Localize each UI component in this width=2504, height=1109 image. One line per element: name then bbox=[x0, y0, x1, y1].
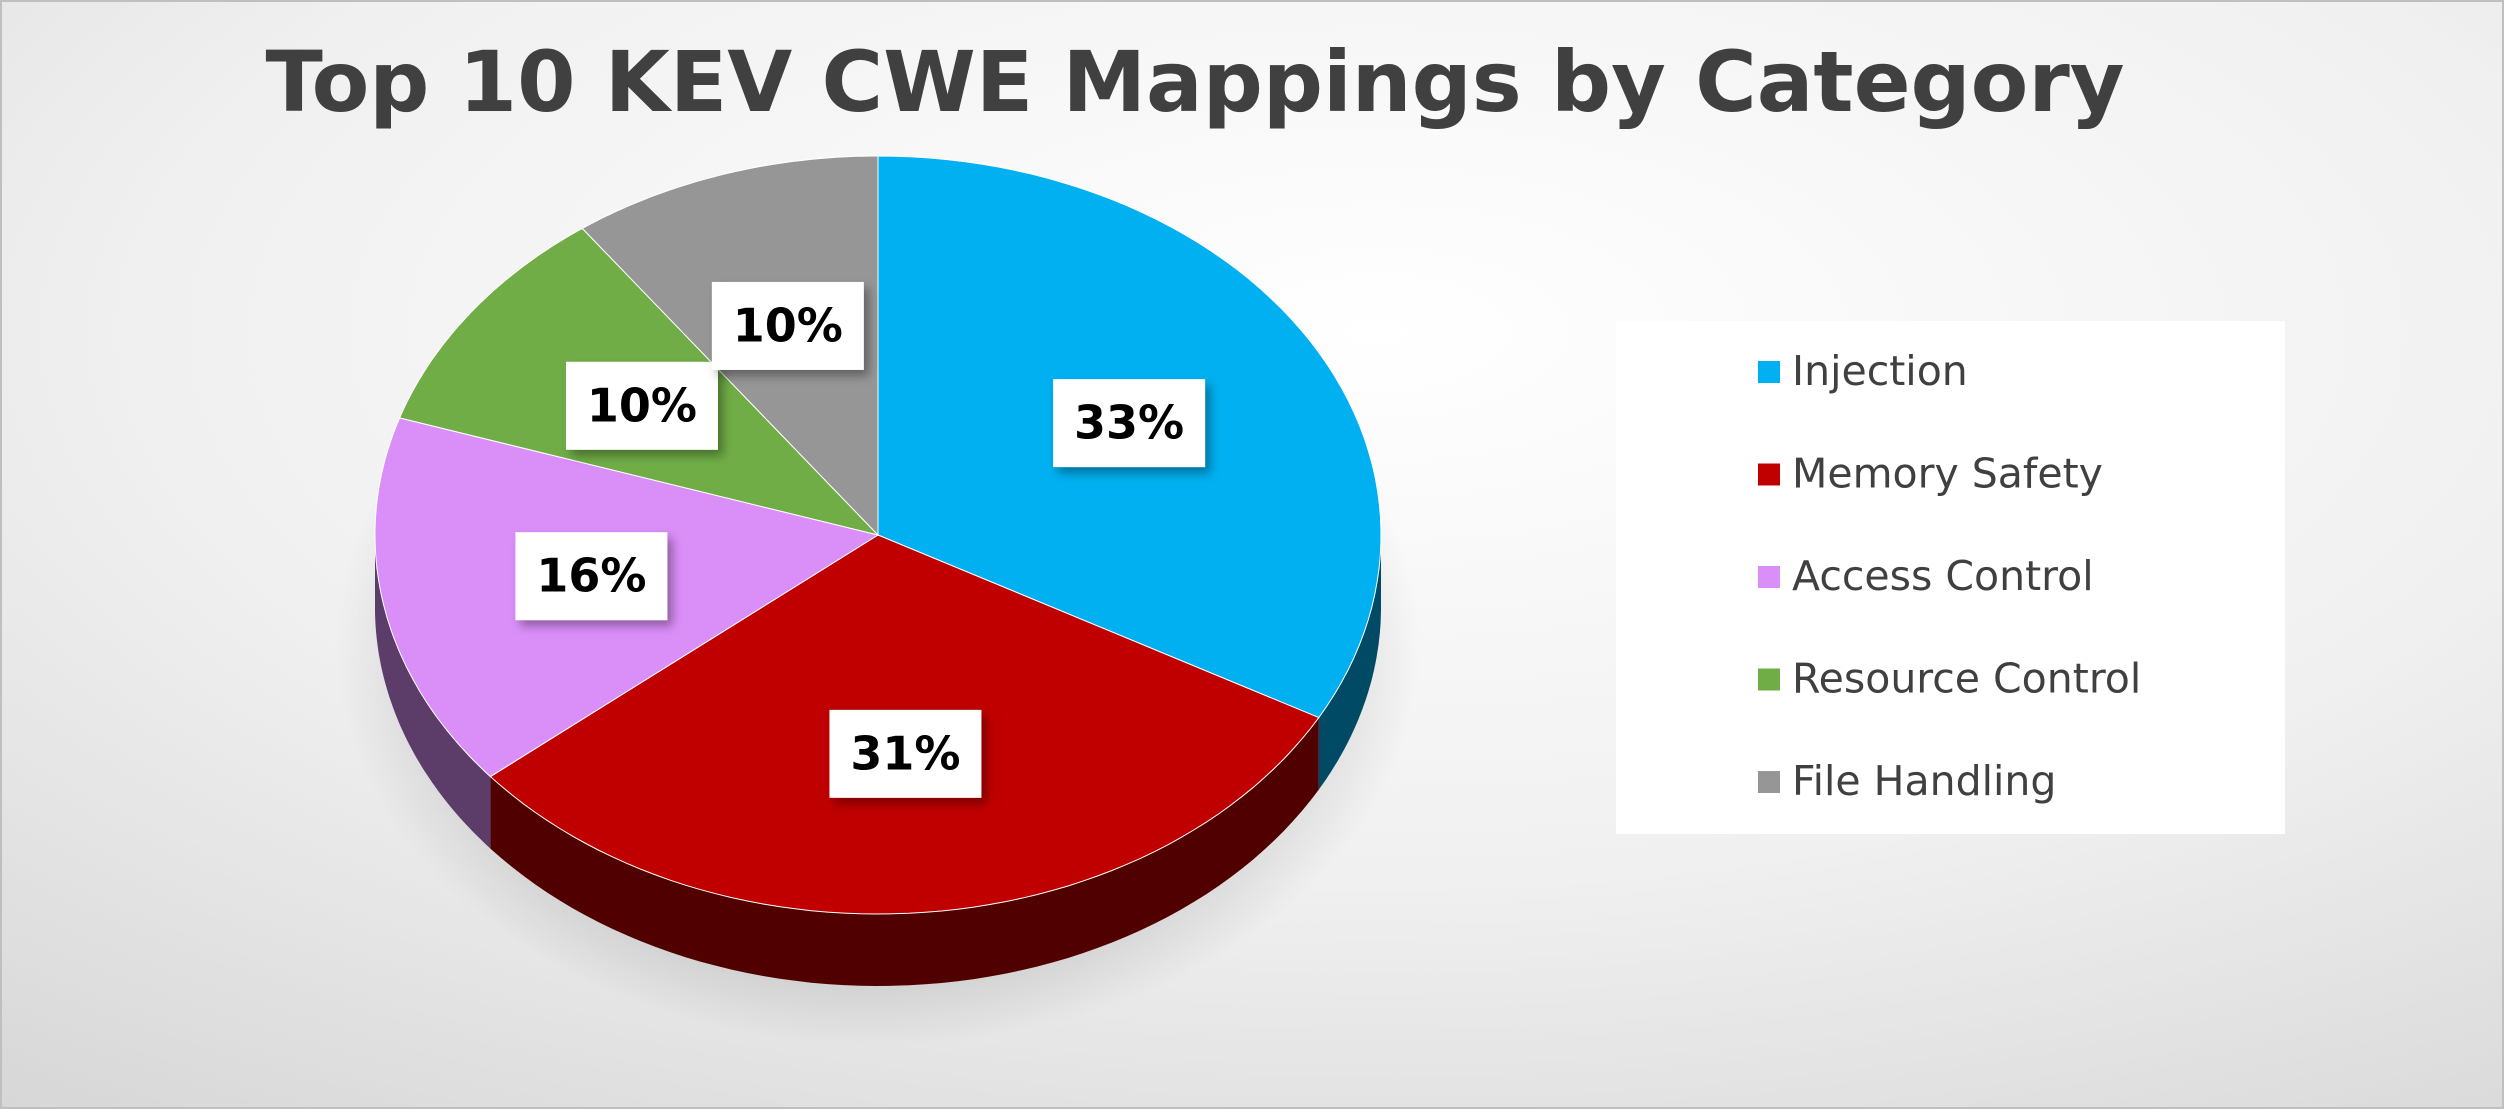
data-label: 31% bbox=[850, 726, 960, 780]
chart-title: Top 10 KEV CWE Mappings by Category bbox=[265, 33, 2124, 131]
pie-side bbox=[1318, 535, 1381, 790]
legend-label: Resource Control bbox=[1792, 655, 2141, 703]
legend-label: Injection bbox=[1792, 347, 1968, 395]
data-label: 16% bbox=[536, 549, 646, 603]
data-label-box bbox=[565, 361, 718, 450]
legend-swatch bbox=[1758, 566, 1780, 588]
legend-label: Memory Safety bbox=[1792, 450, 2103, 498]
legend-swatch bbox=[1758, 463, 1780, 486]
pie-side bbox=[490, 717, 1319, 986]
legend-swatch bbox=[1758, 771, 1780, 793]
legend-label: Access Control bbox=[1792, 552, 2094, 600]
data-label: 10% bbox=[587, 378, 697, 432]
data-label: 33% bbox=[1074, 396, 1184, 450]
data-label-box bbox=[1053, 379, 1206, 468]
pie-side bbox=[375, 535, 491, 849]
data-label: 10% bbox=[733, 298, 843, 352]
data-label-box bbox=[515, 532, 668, 621]
data-label-box bbox=[829, 709, 982, 798]
legend-swatch bbox=[1758, 361, 1780, 383]
data-label-box bbox=[711, 281, 864, 370]
legend-label: File Handling bbox=[1792, 757, 2056, 805]
legend-box bbox=[1616, 321, 2285, 834]
legend-swatch bbox=[1758, 668, 1780, 691]
